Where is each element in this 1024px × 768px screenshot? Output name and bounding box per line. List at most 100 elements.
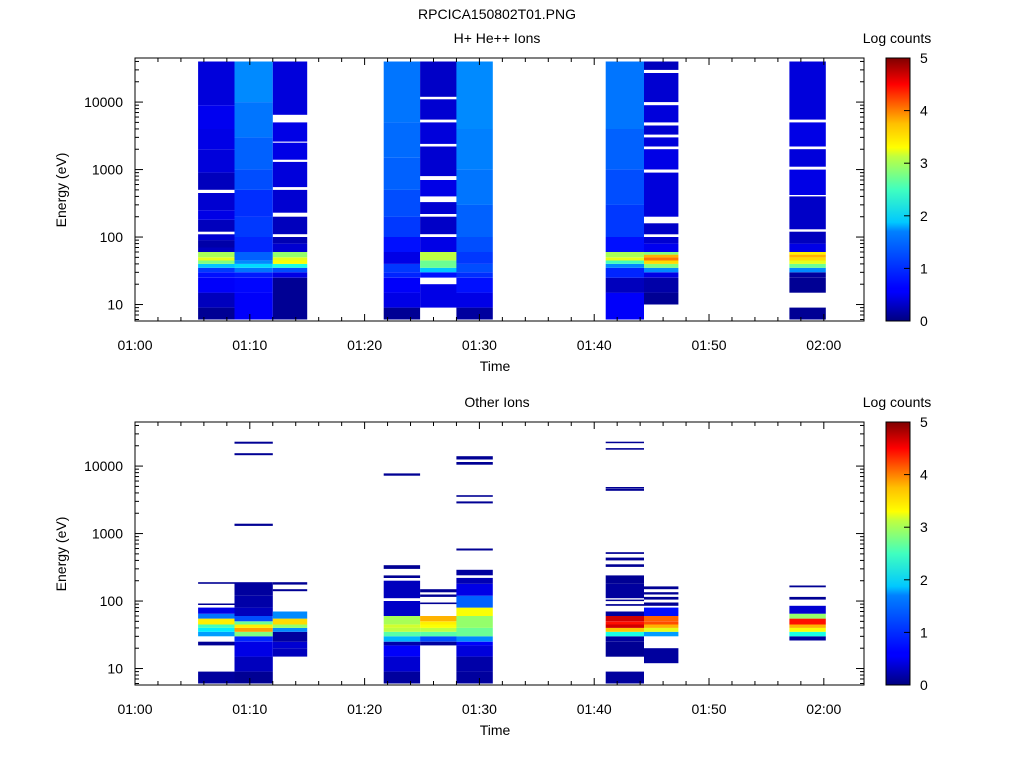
x-axis-label: Time [480,722,511,738]
heatmap-cell [605,599,644,602]
heatmap-cell [383,237,421,252]
heatmap-cell [198,277,235,293]
heatmap-cell [605,204,644,237]
y-tick-label: 10 [107,661,123,677]
heatmap-cell [456,671,493,684]
heatmap-cell [789,307,826,320]
colorbar-tick-label: 5 [920,414,928,430]
y-tick-label: 10 [107,297,123,313]
heatmap-cell [644,237,679,244]
heatmap-cell [383,473,421,476]
heatmap-cell [644,172,679,217]
heatmap-cell [383,122,421,158]
colorbar-tick-label: 1 [920,260,928,276]
heatmap-cell [789,267,826,273]
y-tick-label: 100 [100,593,124,609]
heatmap-cell [789,122,826,147]
heatmap-cell [605,169,644,205]
heatmap-cell [234,523,273,526]
heatmap-cell [644,607,679,616]
heatmap-cell [605,237,644,252]
heatmap-cell [383,645,421,657]
heatmap-cell [420,252,457,261]
x-tick-label: 01:10 [232,337,267,353]
heatmap-cell [456,169,493,205]
heatmap-cell [644,277,679,293]
heatmap-cell [198,247,235,252]
heatmap-cell [383,656,421,672]
heatmap-cell [789,605,826,614]
panel-title: Other Ions [464,394,529,410]
heatmap-cell [644,105,679,123]
y-tick-label: 1000 [92,526,123,542]
heatmap-cell [234,260,273,264]
heatmap-cell [644,621,679,625]
heatmap-cell [272,641,308,649]
heatmap-cell [420,122,457,144]
heatmap-cell [420,202,457,214]
colorbar-tick-label: 0 [920,313,928,329]
heatmap-cell [605,252,644,258]
heatmap-cell [420,146,457,177]
heatmap-cell [644,61,679,70]
heatmap-cell [272,122,308,142]
heatmap-cell [789,263,826,268]
heatmap-cell [198,292,235,308]
heatmap-cell [234,137,273,170]
heatmap-cell [789,585,826,588]
heatmap-cell [456,616,493,628]
heatmap-cell [789,627,826,632]
heatmap-cell [272,161,308,188]
heatmap-cell [234,277,273,293]
x-tick-label: 01:40 [577,701,612,717]
heatmap-cell [420,237,457,252]
heatmap-cell [234,267,273,273]
heatmap-cell [420,621,457,625]
y-axis: 10 100 1000 10000 [84,424,864,684]
heatmap-cell [383,565,421,569]
heatmap-cell [198,252,235,258]
heatmap-cell [234,624,273,628]
heatmap-cell [456,263,493,273]
heatmap-cell [198,172,235,190]
heatmap-cell [234,263,273,268]
colorbar-gradient [885,57,911,322]
heatmap-cell [272,648,308,657]
heatmap-cell [383,575,421,578]
heatmap-cell [234,453,273,456]
heatmap-cell [605,292,644,320]
heatmap-cell [605,636,644,642]
heatmap-cell [198,627,235,632]
heatmap-cell [456,462,493,465]
heatmap-cell [198,105,235,129]
heatmap-cell [198,272,235,278]
heatmap-cell [605,487,644,489]
heatmap-cell [420,260,457,268]
heatmap-cell [383,157,421,190]
heatmap-cell [420,631,457,637]
colorbar-tick-label: 4 [920,103,928,119]
heatmap-cell [789,257,826,261]
heatmap-cell [420,61,457,97]
heatmap-cell [272,277,308,320]
heatmap-cell [789,631,826,637]
heatmap-cell [605,575,644,584]
colorbar-tick-label: 3 [920,155,928,171]
heatmap-cell [383,292,421,308]
heatmap-cell [789,624,826,628]
heatmap-cell [456,627,493,637]
heatmap-cell [198,61,235,106]
heatmap-cell [456,645,493,657]
x-tick-label: 01:40 [577,337,612,353]
heatmap-cell [789,613,826,619]
heatmap-cell [644,292,679,305]
heatmap-cell [789,596,826,600]
heatmap-cell [272,260,308,264]
heatmap-cell [456,277,493,293]
heatmap-cell [198,193,235,211]
heatmap-cell [644,260,679,264]
heatmap-cell [383,616,421,625]
colorbar-tick-label: 2 [920,208,928,224]
heatmap-cell [456,128,493,170]
x-axis: 01:00 01:10 01:20 01:30 01:40 01:50 02:00 [117,58,842,353]
